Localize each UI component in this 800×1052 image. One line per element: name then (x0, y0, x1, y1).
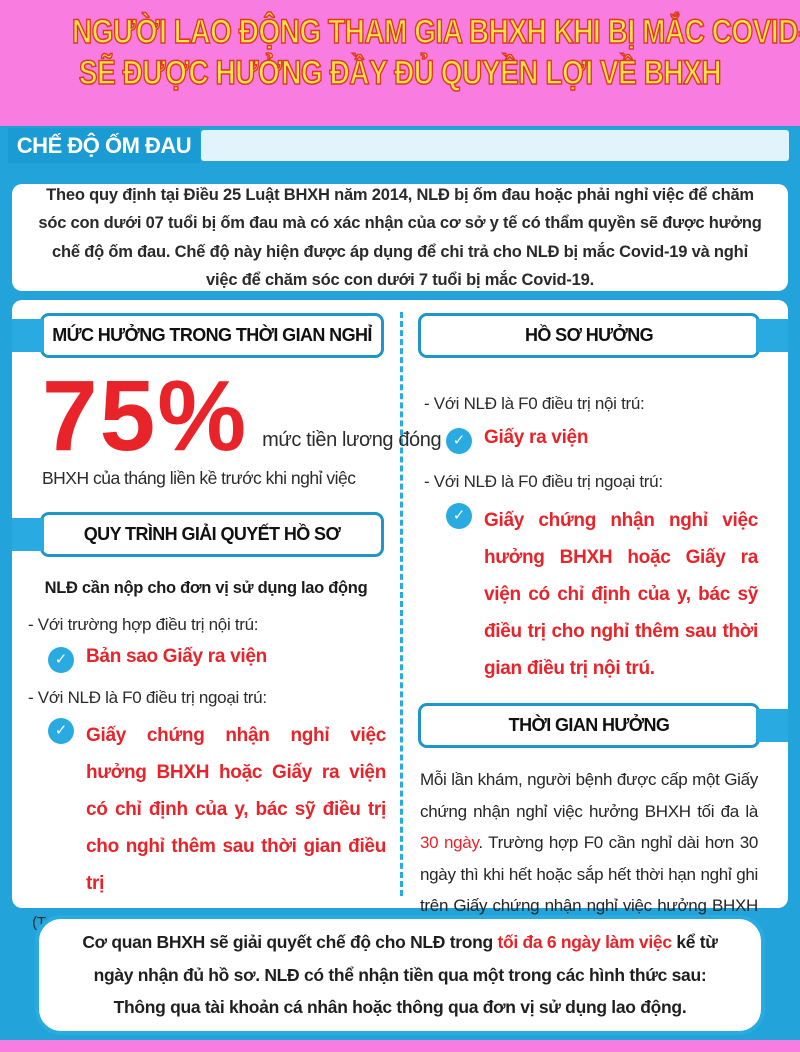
check-icon: ✓ (446, 503, 472, 529)
duration-highlight: 30 ngày (420, 833, 479, 853)
right-case2-item: Giấy chứng nhận nghỉ việc hưởng BHXH hoặ… (484, 510, 758, 680)
settlement-box: Cơ quan BHXH sẽ giải quyết chế độ cho NL… (35, 915, 765, 1035)
duration-header: THỜI GIAN HƯỞNG (508, 715, 670, 736)
right-case1-item: Giấy ra viện (484, 427, 589, 448)
left-case1-item: Bản sao Giấy ra viện (86, 646, 267, 667)
poster-title: NGƯỜI LAO ĐỘNG THAM GIA BHXH KHI BỊ MẮC … (0, 12, 800, 94)
left-column: MỨC HƯỞNG TRONG THỜI GIAN NGHỈ 75% mức t… (12, 300, 442, 954)
right-case2-label: - Với NLĐ là F0 điều trị ngoại trú: (424, 472, 663, 491)
check-icon: ✓ (48, 718, 74, 744)
bottom-pink-strip (0, 1040, 800, 1052)
duration-header-box: THỜI GIAN HƯỞNG (418, 703, 788, 749)
title-line-1: NGƯỜI LAO ĐỘNG THAM GIA BHXH KHI BỊ MẮC … (71, 12, 800, 52)
main-content-panel: MỨC HƯỞNG TRONG THỜI GIAN NGHỈ 75% mức t… (12, 300, 788, 1009)
right-case2-item-row: ✓ Giấy chứng nhận nghỉ việc hưởng BHXH h… (446, 502, 758, 687)
poster-header: NGƯỜI LAO ĐỘNG THAM GIA BHXH KHI BỊ MẮC … (0, 0, 800, 126)
percent-caption-1: mức tiền lương đóng (262, 429, 442, 451)
dossier-header: HỒ SƠ HƯỞNG (524, 325, 654, 345)
settlement-highlight: tối đa 6 ngày làm việc (497, 932, 672, 953)
left-case1-item-row: ✓ Bản sao Giấy ra viện (48, 646, 386, 673)
section-badge: CHẾ ĐỘ ỐM ĐAU (8, 128, 200, 163)
process-header: QUY TRÌNH GIẢI QUYẾT HỒ SƠ (83, 524, 341, 544)
process-intro: NLĐ cần nộp cho đơn vị sử dụng lao động (44, 579, 368, 597)
left-case2-item: Giấy chứng nhận nghỉ việc hưởng BHXH hoặ… (86, 725, 386, 895)
settlement-paragraph: Cơ quan BHXH sẽ giải quyết chế độ cho NL… (67, 926, 733, 1023)
benefit-rate-figure: 75% mức tiền lương đóng (42, 360, 442, 472)
process-header-box: QUY TRÌNH GIẢI QUYẾT HỒ SƠ (12, 512, 384, 557)
right-column: HỒ SƠ HƯỞNG - Với NLĐ là F0 điều trị nội… (404, 300, 788, 1009)
left-case2-item-row: ✓ Giấy chứng nhận nghỉ việc hưởng BHXH h… (48, 717, 386, 902)
right-case1-label: - Với NLĐ là F0 điều trị nội trú: (424, 394, 645, 413)
percent-value: 75% (42, 360, 249, 472)
percent-caption-2: BHXH của tháng liền kề trước khi nghỉ vi… (42, 468, 356, 488)
settlement-text-after: kể từ ngày nhận đủ hồ sơ. NLĐ có thể nhậ… (93, 932, 718, 1018)
dossier-header-box: HỒ SƠ HƯỞNG (418, 313, 788, 358)
intro-panel: Theo quy định tại Điều 25 Luật BHXH năm … (12, 184, 788, 291)
benefit-rate-header: MỨC HƯỞNG TRONG THỜI GIAN NGHỈ (52, 325, 372, 345)
check-icon: ✓ (48, 647, 74, 673)
settlement-text-before: Cơ quan BHXH sẽ giải quyết chế độ cho NL… (82, 932, 498, 953)
benefit-rate-header-box: MỨC HƯỞNG TRONG THỜI GIAN NGHỈ (12, 313, 384, 358)
duration-text-before: Mỗi lần khám, người bệnh được cấp một Gi… (420, 770, 758, 821)
left-case1-label: - Với trường hợp điều trị nội trú: (28, 615, 259, 634)
check-icon: ✓ (446, 428, 472, 454)
column-divider (400, 312, 403, 896)
left-case2-label: - Với NLĐ là F0 điều trị ngoại trú: (28, 688, 267, 707)
right-case1-item-row: ✓ Giấy ra viện (446, 427, 758, 454)
title-line-2: SẼ ĐƯỢC HƯỞNG ĐẦY ĐỦ QUYỀN LỢI VỀ BHXH (78, 53, 722, 93)
intro-paragraph: Theo quy định tại Điều 25 Luật BHXH năm … (38, 185, 762, 289)
section-badge-strip (201, 130, 789, 161)
